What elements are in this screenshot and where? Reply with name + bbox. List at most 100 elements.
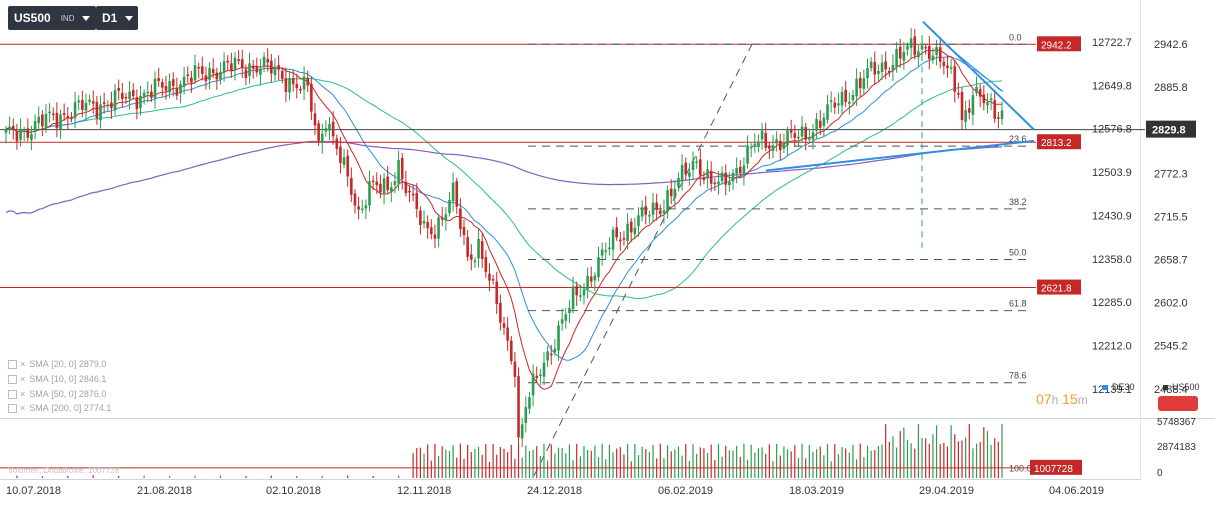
candle-body xyxy=(128,91,131,100)
candle-body xyxy=(637,215,640,227)
close-icon[interactable]: × xyxy=(20,389,26,399)
candle-body xyxy=(782,144,786,149)
candle-body xyxy=(379,183,382,193)
compare-us500[interactable]: US500 xyxy=(1163,382,1200,392)
candle-body xyxy=(295,83,299,89)
candle-body xyxy=(600,249,604,256)
candle-body xyxy=(262,56,266,67)
symbol-selector[interactable]: US500 IND xyxy=(8,6,96,30)
candle-body xyxy=(564,314,568,321)
candle-body xyxy=(190,77,193,83)
timeframe-label: D1 xyxy=(102,11,118,25)
checkbox-icon[interactable] xyxy=(8,359,17,369)
left-axis-label: 12576.8 xyxy=(1092,124,1132,136)
volume-axis-label: 2874183 xyxy=(1157,442,1196,453)
candle-body xyxy=(208,68,211,80)
candle-body xyxy=(749,146,753,149)
candle-body xyxy=(833,102,837,108)
candle-body xyxy=(179,84,182,94)
legend-sma-200[interactable]: × SMA [200, 0] 2774.1 xyxy=(8,403,111,413)
checkbox-icon[interactable] xyxy=(8,374,17,384)
candle-body xyxy=(1000,110,1004,120)
legend-sma-10[interactable]: × SMA [10, 0] 2846.1 xyxy=(8,374,106,384)
candle-body xyxy=(829,100,833,103)
time-axis-label: 12.11.2018 xyxy=(397,485,451,497)
candle-body xyxy=(531,373,535,396)
candle-body xyxy=(549,353,553,356)
right-axis-label: 2488.4 xyxy=(1154,384,1188,396)
price-level-label: 2621.8 xyxy=(1041,284,1072,295)
candle-body xyxy=(513,361,517,377)
candle-body xyxy=(731,172,735,182)
candle-body xyxy=(55,112,59,129)
candle-body xyxy=(579,295,582,297)
fib-level-label: 0.0 xyxy=(1009,32,1022,42)
candle-body xyxy=(909,38,913,48)
candle-body xyxy=(698,159,702,176)
candle-body xyxy=(680,164,684,181)
candle-body xyxy=(855,78,858,97)
sell-button[interactable] xyxy=(1158,396,1198,411)
candle-body xyxy=(280,70,284,79)
candle-body xyxy=(226,60,230,63)
candle-body xyxy=(709,170,713,184)
candle-body xyxy=(760,130,764,140)
candle-body xyxy=(248,63,251,76)
candle-body xyxy=(299,88,302,91)
candle-body xyxy=(644,206,648,215)
candle-body xyxy=(313,113,317,126)
time-axis-label: 21.08.2018 xyxy=(137,485,192,497)
candle-body xyxy=(306,77,310,86)
candle-body xyxy=(302,76,306,90)
price-level-label: 2813.2 xyxy=(1041,138,1072,149)
right-axis-label: 2602.0 xyxy=(1154,298,1188,310)
candle-body xyxy=(815,118,818,131)
candle-body xyxy=(26,128,30,138)
candle-body xyxy=(768,145,771,149)
candle-body xyxy=(397,160,400,184)
time-axis-label: 10.07.2018 xyxy=(6,485,61,497)
checkbox-icon[interactable] xyxy=(8,403,17,413)
checkbox-icon[interactable] xyxy=(8,389,17,399)
candle-body xyxy=(259,68,262,75)
candle-body xyxy=(640,207,644,217)
candle-body xyxy=(797,136,800,139)
candle-body xyxy=(742,165,746,175)
candle-body xyxy=(429,227,433,235)
candle-body xyxy=(339,146,342,164)
legend-sma-50[interactable]: × SMA [50, 0] 2876.0 xyxy=(8,389,106,399)
legend-sma-20[interactable]: × SMA [20, 0] 2879.0 xyxy=(8,359,106,369)
candle-body xyxy=(851,95,855,101)
volume-axis-label: 5748367 xyxy=(1157,417,1196,428)
close-icon[interactable]: × xyxy=(20,359,26,369)
candle-body xyxy=(622,238,626,240)
candle-body xyxy=(171,79,175,86)
candle-body xyxy=(251,65,255,69)
candle-body xyxy=(746,145,749,164)
candle-body xyxy=(437,217,440,239)
candle-body xyxy=(786,130,789,146)
candle-body xyxy=(971,95,975,115)
candle-body xyxy=(735,168,738,174)
close-icon[interactable]: × xyxy=(20,403,26,413)
candle-body xyxy=(469,254,473,260)
candle-body xyxy=(982,94,986,104)
candle-body xyxy=(368,181,371,206)
candle-body xyxy=(131,90,135,97)
candle-body xyxy=(222,61,226,72)
close-icon[interactable]: × xyxy=(20,374,26,384)
compare-de30[interactable]: DE30 xyxy=(1103,382,1135,392)
chevron-down-icon xyxy=(82,15,91,21)
candle-body xyxy=(433,234,437,239)
sma-20-line xyxy=(5,56,1003,361)
candle-body xyxy=(473,260,477,263)
candle-body xyxy=(913,36,917,56)
candle-body xyxy=(277,65,280,70)
right-axis-label: 2658.7 xyxy=(1154,255,1188,267)
candle-body xyxy=(582,289,586,296)
candle-body xyxy=(858,77,862,89)
candle-body xyxy=(335,138,339,149)
timeframe-selector[interactable]: D1 xyxy=(96,6,138,30)
candle-body xyxy=(927,45,931,60)
